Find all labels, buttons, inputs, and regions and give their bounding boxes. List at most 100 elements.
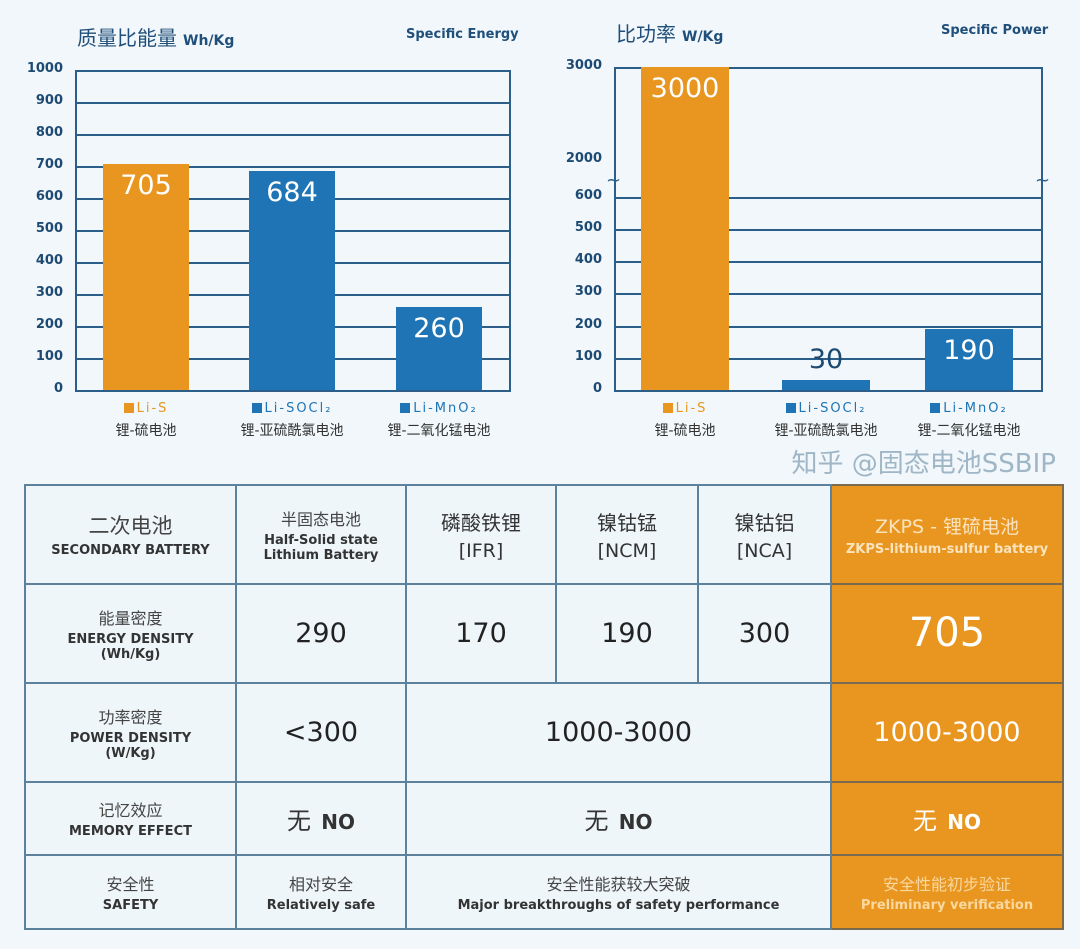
- y-tick-label: 600: [35, 189, 63, 204]
- legend-item: Li-SOCl₂ 锂-亚硫酰氯电池: [217, 401, 367, 440]
- cell-cn: 安全性能获较大突破: [546, 875, 691, 895]
- category-code: Li-MnO₂: [413, 401, 478, 416]
- cell-en: Major breakthroughs of safety performanc…: [457, 898, 780, 914]
- table-cell: 安全性能初步验证 Preliminary verification: [830, 854, 1064, 930]
- power-density-row: 功率密度 POWER DENSITY (W/Kg) <300 1000-3000 1…: [24, 681, 1064, 783]
- safety-row: 安全性 SAFETY 相对安全 Relatively safe 安全性能获较大突破 M…: [24, 854, 1064, 930]
- category-name: 锂-二氧化锰电池: [387, 423, 491, 439]
- y-tick-label: 600: [574, 187, 602, 203]
- y-tick-label: 700: [35, 157, 63, 172]
- bar-value-label: 190: [943, 334, 995, 366]
- row-label: 功率密度 POWER DENSITY (W/Kg): [24, 681, 237, 783]
- y-tick-label: 2000: [565, 151, 602, 166]
- y-tick-label: 0: [592, 381, 602, 396]
- legend-item: Li-MnO₂ 锂-二氧化锰电池: [364, 401, 514, 440]
- energy-density-row: 能量密度 ENERGY DENSITY (Wh/Kg) 290 170 190 30…: [24, 582, 1064, 684]
- category-code: Li-S: [136, 401, 169, 416]
- legend-swatch: [662, 403, 673, 413]
- table-cell: 300: [697, 582, 832, 684]
- header-half-solid: 半固态电池 Half-Solid state Lithium Battery: [235, 484, 407, 585]
- y-tick-label: 0: [53, 381, 63, 396]
- table-cell: 290: [235, 582, 407, 684]
- legend-item: Li-S 锂-硫电池: [610, 401, 760, 440]
- cell-en: SECONDARY BATTERY: [51, 543, 210, 559]
- cell-cn: 安全性能初步验证: [882, 875, 1011, 895]
- row-label: 记忆效应 MEMORY EFFECT: [24, 780, 237, 857]
- cell-en: ZKPS-lithium-sulfur battery: [845, 541, 1049, 557]
- table-cell: 无 NO: [235, 780, 407, 857]
- cell-en: [NCA]: [736, 539, 793, 562]
- legend-item: Li-MnO₂ 锂-二氧化锰电池: [894, 401, 1044, 440]
- gridline: [614, 261, 1043, 263]
- y-tick-label: 300: [574, 284, 602, 300]
- axis-break-mark: ~: [1035, 169, 1051, 191]
- cell-en: Half-Solid state Lithium Battery: [263, 532, 379, 563]
- bar: [396, 306, 482, 390]
- bar: [782, 380, 870, 390]
- table-cell: 无 NO: [830, 780, 1064, 857]
- bar-value-label: 30: [808, 344, 844, 376]
- cell-cn: 功率密度: [98, 707, 163, 727]
- legend-swatch: [785, 403, 796, 413]
- bar-value-label: 3000: [650, 73, 720, 104]
- y-tick-label: 100: [574, 348, 602, 364]
- table-cell: 安全性能获较大突破 Major breakthroughs of safety p…: [405, 854, 832, 930]
- title-unit: Wh/Kg: [183, 33, 235, 49]
- watermark: 知乎 @固态电池SSBIP: [791, 449, 1056, 479]
- gridline: [614, 196, 1043, 199]
- row-label: 安全性 SAFETY: [24, 854, 237, 930]
- gridline: [614, 325, 1043, 328]
- category-name: 锂-硫电池: [654, 423, 716, 439]
- header-zkps: ZKPS - 锂硫电池 ZKPS-lithium-sulfur battery: [830, 484, 1064, 585]
- cell-cn: 半固态电池: [280, 509, 361, 529]
- table-cell: 705: [830, 582, 1064, 684]
- y-tick-label: 500: [574, 219, 602, 235]
- legend-swatch: [400, 403, 411, 413]
- cell-en: MEMORY EFFECT: [69, 824, 192, 840]
- cell-cn: 无: [584, 806, 609, 835]
- gridline: [614, 357, 1043, 360]
- memory-effect-row: 记忆效应 MEMORY EFFECT 无 NO 无 NO 无 NO: [24, 780, 1064, 857]
- header-secondary-battery: 二次电池 SECONDARY BATTERY: [24, 484, 237, 585]
- y-tick-label: 1000: [26, 61, 63, 76]
- y-tick-label: 200: [35, 317, 63, 332]
- cell-en: Relatively safe: [266, 898, 376, 914]
- category-code: Li-SOCl₂: [798, 401, 867, 416]
- bar-value-label: 260: [413, 312, 465, 344]
- bar: [641, 67, 729, 390]
- gridline: [75, 134, 511, 136]
- cell-cn: 镍钴铝: [734, 510, 795, 535]
- cell-cn: 无: [287, 806, 312, 835]
- cell-cn: 安全性: [106, 875, 155, 895]
- cell-en: SAFETY: [102, 898, 159, 914]
- table-cell: 190: [555, 582, 699, 684]
- cell-en: POWER DENSITY: [69, 730, 192, 746]
- power-chart-title: 比功率 W/Kg: [616, 18, 723, 47]
- category-name: 锂-亚硫酰氯电池: [240, 423, 344, 439]
- category-name: 锂-二氧化锰电池: [917, 423, 1021, 439]
- category-code: Li-SOCl₂: [264, 401, 333, 416]
- y-tick-label: 100: [35, 349, 63, 364]
- row-label: 能量密度 ENERGY DENSITY (Wh/Kg): [24, 582, 237, 684]
- bar-value-label: 684: [266, 177, 318, 209]
- cell-en: [IFR]: [458, 539, 504, 562]
- cell-cn: 相对安全: [288, 875, 353, 895]
- title-unit: W/Kg: [682, 29, 724, 45]
- gridline: [614, 228, 1043, 231]
- y-tick-label: 800: [35, 125, 63, 140]
- legend-swatch: [123, 403, 134, 413]
- y-tick-label: 200: [574, 316, 602, 332]
- cell-unit: (Wh/Kg): [100, 646, 161, 662]
- cell-cn: 能量密度: [98, 608, 163, 628]
- header-nca: 镍钴铝 [NCA]: [697, 484, 832, 585]
- bar: [103, 164, 189, 390]
- cell-cn: ZKPS - 锂硫电池: [875, 515, 1019, 538]
- header-ncm: 镍钴锰 [NCM]: [555, 484, 699, 585]
- bar-value-label: 705: [120, 170, 172, 202]
- legend-item: Li-S 锂-硫电池: [71, 401, 221, 440]
- cell-en: ENERGY DENSITY: [67, 631, 194, 647]
- legend-swatch: [930, 403, 941, 413]
- cell-cn: 记忆效应: [98, 801, 163, 821]
- title-cn: 质量比能量: [77, 26, 177, 50]
- cell-cn: 磷酸铁锂: [441, 510, 521, 535]
